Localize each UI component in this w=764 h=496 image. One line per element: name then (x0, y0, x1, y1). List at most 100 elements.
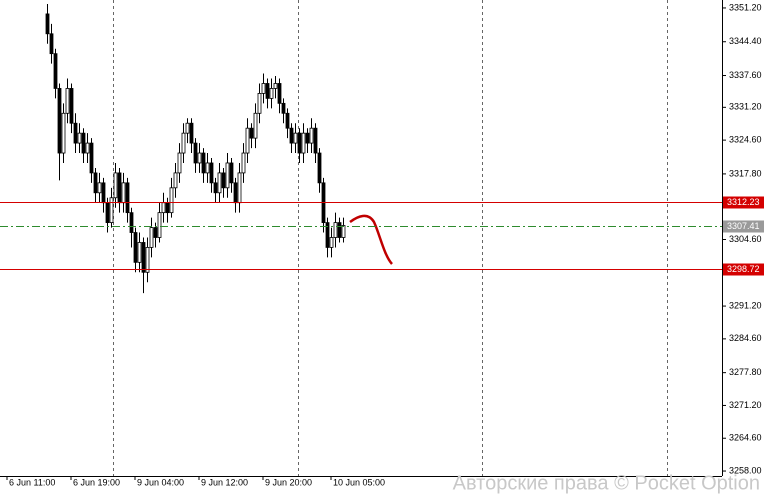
candle-body (105, 202, 110, 223)
candle-body (269, 88, 274, 99)
candle-body (313, 127, 318, 154)
candle-body (173, 172, 178, 189)
candle-body (265, 83, 270, 99)
x-tick-label: 9 Jun 04:00 (137, 477, 184, 487)
candle-body (333, 222, 338, 238)
candle-body (281, 102, 286, 114)
candle-body (177, 152, 182, 174)
candle-body (169, 187, 174, 214)
candle-body (261, 83, 266, 94)
candle-body (129, 212, 134, 233)
price-level-label: 3307.41 (727, 221, 760, 231)
y-tick-label: 3271.20 (729, 400, 762, 410)
candle-body (229, 162, 234, 184)
y-tick-label: 3291.20 (729, 300, 762, 310)
candle-body (181, 132, 186, 154)
candle-body (81, 132, 86, 154)
price-level-box (723, 220, 764, 233)
x-tick-label: 9 Jun 20:00 (265, 477, 312, 487)
candle-body (297, 132, 302, 154)
y-tick-label: 3317.80 (729, 168, 762, 178)
candle-body (213, 182, 218, 194)
y-tick-label: 3264.60 (729, 433, 762, 443)
candle-body (121, 182, 126, 204)
candle-body (209, 162, 214, 184)
candle-body (309, 127, 314, 144)
candle-body (61, 112, 66, 154)
candle-body (329, 237, 334, 248)
candle-body (273, 83, 278, 89)
y-tick-label: 3337.60 (729, 70, 762, 80)
candle-body (249, 127, 254, 139)
candle-body (141, 242, 146, 273)
candle-body (225, 162, 230, 189)
candle-body (277, 83, 282, 104)
candle-body (241, 152, 246, 174)
x-tick-label: 10 Jun 05:00 (333, 477, 385, 487)
candle-body (53, 53, 58, 89)
candle-body (317, 152, 322, 184)
x-tick-label: 6 Jun 11:00 (9, 477, 55, 487)
price-level-label: 3298.72 (727, 264, 760, 274)
candle-body (293, 132, 298, 144)
y-tick-label: 3284.60 (729, 333, 762, 343)
candle-body (85, 142, 90, 154)
candle-body (77, 132, 82, 144)
price-level-label: 3312.23 (727, 197, 760, 207)
candle-body (125, 182, 130, 214)
candle-body (221, 172, 226, 189)
candle-body (185, 122, 190, 134)
candle-body (133, 232, 138, 263)
candle-body (73, 122, 78, 144)
y-tick-label: 3304.60 (729, 234, 762, 244)
x-tick-label: 6 Jun 19:00 (73, 477, 120, 487)
period-separators (113, 0, 668, 476)
candle-body (305, 132, 310, 144)
x-tick-label: 9 Jun 12:00 (201, 477, 248, 487)
candle-body (117, 172, 122, 204)
candle-body (189, 122, 194, 144)
candle-body (193, 142, 198, 164)
candle-body (337, 222, 342, 238)
candle-body (233, 182, 238, 204)
candle-body (289, 127, 294, 144)
candle-body (137, 242, 142, 263)
candle-body (89, 142, 94, 174)
candle-body (245, 127, 250, 154)
candle-body (145, 247, 150, 273)
candle-body (301, 132, 306, 154)
candle-body (93, 172, 98, 194)
y-tick-label: 3277.80 (729, 367, 762, 377)
candle-body (69, 88, 74, 124)
candle-body (97, 182, 102, 194)
candle-body (237, 172, 242, 204)
candle-body (109, 197, 114, 223)
candle-body (197, 152, 202, 164)
candle-body (65, 88, 70, 114)
y-tick-label: 3324.60 (729, 134, 762, 144)
watermark: Авторские права © Pocket Option (453, 472, 760, 494)
candle-body (153, 227, 158, 238)
candle-body (201, 152, 206, 174)
candle-body (285, 112, 290, 129)
candle-body (165, 202, 170, 214)
candle-body (205, 162, 210, 174)
candle-body (217, 172, 222, 194)
candle-body (49, 33, 54, 55)
candle-body (253, 112, 258, 139)
candle-body (113, 172, 118, 199)
drawn-curve (349, 214, 393, 265)
y-tick-label: 3344.40 (729, 36, 762, 46)
candle-body (157, 212, 162, 238)
y-tick-label: 3258.00 (729, 465, 762, 475)
candle-body (161, 202, 166, 214)
candle-body (149, 227, 154, 248)
price-level-box (723, 196, 764, 209)
price-level-box (723, 263, 764, 276)
y-tick-label: 3331.20 (729, 102, 762, 112)
candle-body (45, 13, 50, 35)
candle-body (257, 93, 262, 114)
candle-body (325, 222, 330, 248)
